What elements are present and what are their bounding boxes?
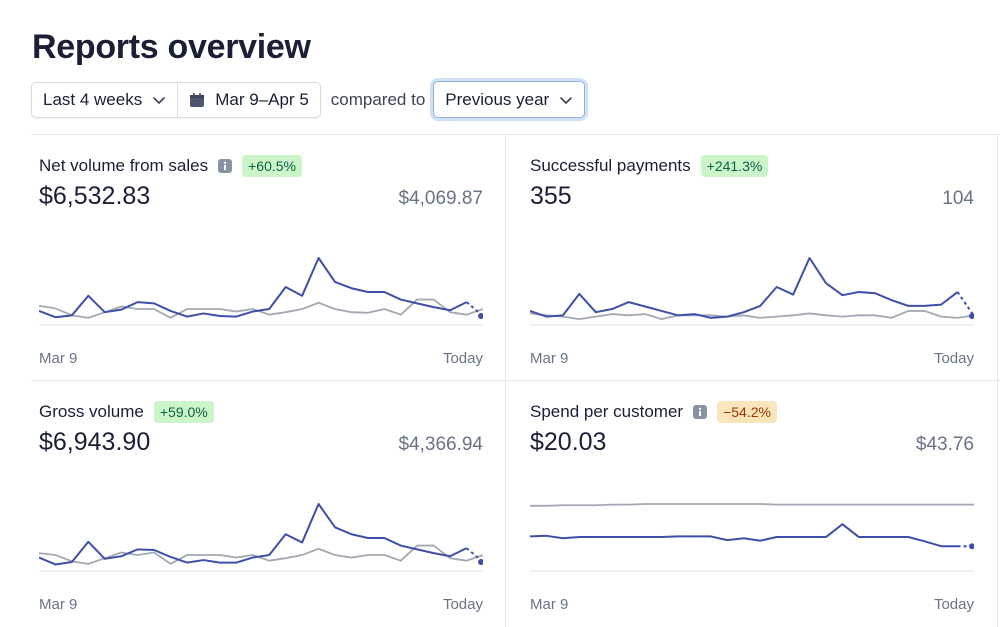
x-label-start: Mar 9	[39, 350, 78, 367]
series-current-projection	[956, 291, 974, 317]
card-spend-per-customer[interactable]: Spend per customer −54.2% $20.03 $43.76 …	[530, 400, 974, 627]
grid-divider-right	[997, 134, 998, 627]
card-header: Successful payments +241.3%	[530, 154, 974, 178]
x-label-start: Mar 9	[530, 350, 569, 367]
grid-divider-vertical	[505, 134, 506, 627]
change-badge: +241.3%	[700, 155, 769, 177]
card-title: Spend per customer	[530, 402, 684, 421]
x-axis-labels: Mar 9 Today	[530, 596, 974, 613]
series-previous-line	[530, 310, 974, 321]
series-current-line	[39, 503, 468, 566]
info-icon[interactable]	[218, 159, 233, 173]
change-badge: −54.2%	[717, 401, 777, 423]
chevron-down-icon	[153, 96, 166, 104]
card-net-volume[interactable]: Net volume from sales +60.5% $6,532.83 $…	[39, 154, 483, 394]
x-label-end: Today	[442, 350, 483, 367]
x-axis-labels: Mar 9 Today	[530, 350, 974, 367]
date-range-group: Last 4 weeks Mar 9–Apr 5	[31, 81, 321, 118]
card-title: Gross volume	[39, 402, 144, 421]
x-label-end: Today	[933, 350, 974, 367]
series-current-endpoint	[969, 543, 974, 550]
x-label-end: Today	[933, 596, 974, 613]
card-header: Gross volume +59.0%	[39, 400, 483, 424]
card-title: Net volume from sales	[39, 156, 209, 175]
change-badge: +59.0%	[153, 401, 214, 423]
filter-bar: Last 4 weeks Mar 9–Apr 5 compared to Pre…	[31, 81, 586, 118]
series-current-endpoint	[969, 312, 974, 319]
date-range-label: Mar 9–Apr 5	[215, 89, 309, 109]
card-gross-volume[interactable]: Gross volume +59.0% $6,943.90 $4,366.94 …	[39, 400, 483, 627]
page-title: Reports overview	[32, 28, 311, 66]
value-row: $6,943.90 $4,366.94	[39, 428, 483, 457]
x-label-start: Mar 9	[39, 596, 78, 613]
value-row: $6,532.83 $4,069.87	[39, 182, 483, 211]
previous-value: $43.76	[915, 434, 974, 455]
calendar-icon	[190, 92, 205, 107]
previous-value: $4,366.94	[398, 434, 483, 455]
x-axis-labels: Mar 9 Today	[39, 350, 483, 367]
series-current-line	[530, 257, 959, 319]
series-previous-line	[39, 298, 483, 319]
current-value: $6,943.90	[39, 428, 151, 456]
x-label-end: Today	[442, 596, 483, 613]
sparkline-svg	[530, 257, 974, 326]
card-successful-payments[interactable]: Successful payments +241.3% 355 104 Mar …	[530, 154, 974, 394]
sparkline-chart[interactable]	[530, 500, 974, 590]
compare-period-label: Previous year	[445, 89, 550, 109]
series-current-line	[39, 257, 468, 319]
series-current-endpoint	[478, 312, 483, 319]
previous-value: 104	[942, 188, 974, 209]
sparkline-svg	[39, 503, 483, 572]
series-previous-line	[39, 544, 483, 565]
series-current-line	[530, 523, 958, 548]
sparkline-svg	[39, 257, 483, 326]
compared-to-label: compared to	[330, 89, 426, 109]
date-picker-button[interactable]: Mar 9–Apr 5	[177, 82, 320, 117]
x-label-start: Mar 9	[530, 596, 569, 613]
range-dropdown-label: Last 4 weeks	[43, 89, 143, 109]
card-header: Net volume from sales +60.5%	[39, 154, 483, 178]
current-value: 355	[530, 182, 572, 210]
range-dropdown[interactable]: Last 4 weeks	[32, 83, 177, 117]
previous-value: $4,069.87	[398, 188, 483, 209]
sparkline-svg	[530, 503, 974, 572]
sparkline-chart[interactable]	[39, 500, 483, 590]
value-row: $20.03 $43.76	[530, 428, 974, 457]
change-badge: +60.5%	[242, 155, 302, 177]
sparkline-chart[interactable]	[39, 254, 483, 344]
series-current-endpoint	[478, 558, 483, 565]
sparkline-chart[interactable]	[530, 254, 974, 344]
current-value: $20.03	[530, 428, 607, 456]
card-header: Spend per customer −54.2%	[530, 400, 974, 424]
grid-divider-middle	[31, 380, 1000, 381]
value-row: 355 104	[530, 182, 974, 211]
info-icon[interactable]	[693, 405, 708, 419]
series-previous-line	[530, 503, 974, 507]
x-axis-labels: Mar 9 Today	[39, 596, 483, 613]
current-value: $6,532.83	[39, 182, 151, 210]
grid-divider-top	[31, 134, 1000, 135]
chevron-down-icon	[560, 96, 573, 104]
card-title: Successful payments	[530, 156, 691, 175]
compare-period-dropdown[interactable]: Previous year	[433, 81, 586, 118]
